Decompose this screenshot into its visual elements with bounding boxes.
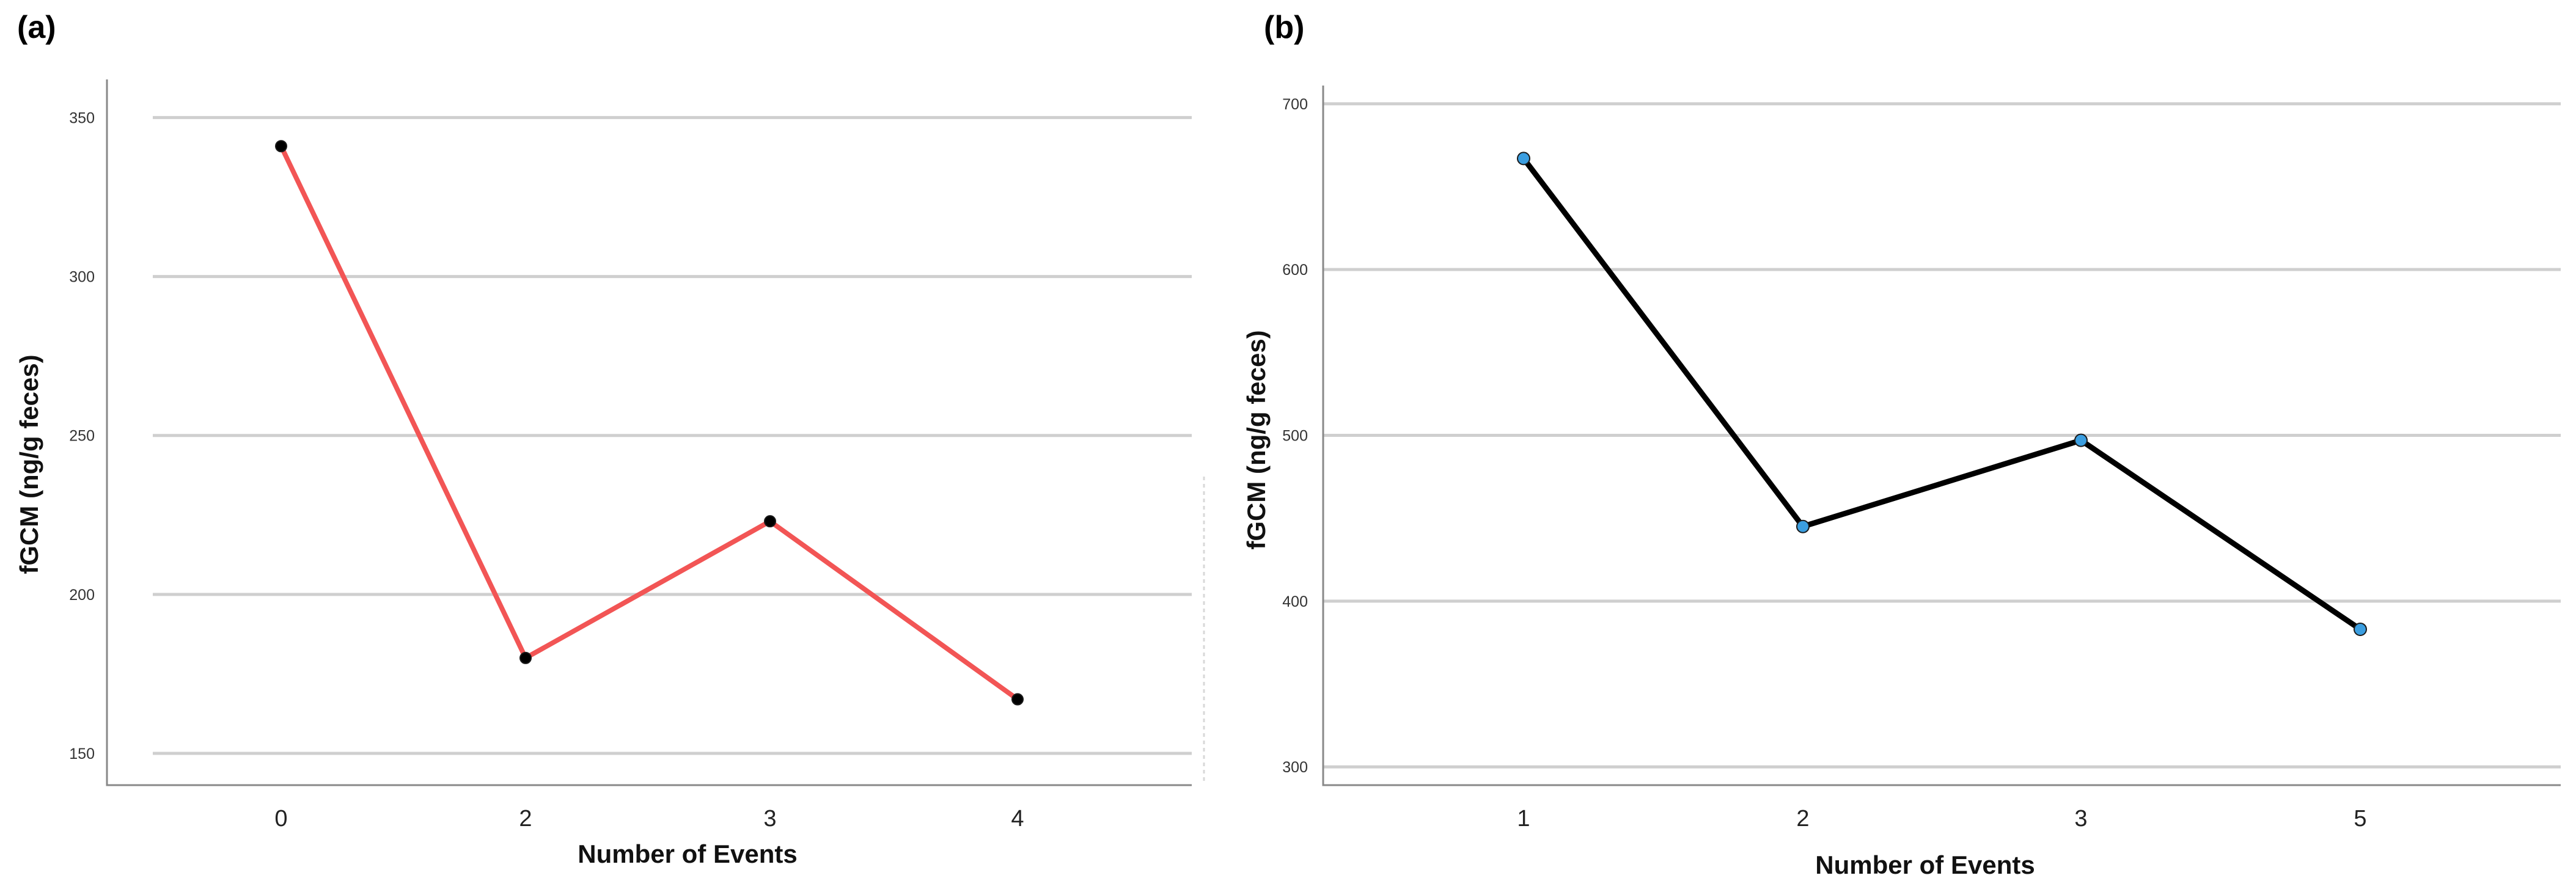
y-tick-label-a-3: 300 [69,269,95,286]
data-point-b-3 [2354,622,2367,636]
axes-a [106,79,1205,786]
gridlines-a [153,115,1192,755]
data-point-b-1 [1796,519,1810,533]
y-tick-label-b-3: 600 [1282,262,1308,279]
x-tick-label-a-1: 2 [519,806,532,832]
series-b [1517,152,2367,636]
series-line-b [1521,155,2363,632]
x-axis-title-b: Number of Events [1815,851,2035,879]
y-tick-label-a-1: 200 [69,587,95,604]
data-point-b-0 [1517,152,1530,166]
x-tick-label-b-0: 1 [1517,806,1530,832]
y-tick-label-a-0: 150 [69,745,95,763]
panel-label-a: (a) [17,10,56,45]
axes-b [1322,86,2561,786]
y-tick-label-b-4: 700 [1282,96,1308,113]
x-axis-title-a: Number of Events [578,840,797,868]
series-a [275,140,1024,706]
x-tick-label-a-0: 0 [274,806,287,832]
axis-lines-a [106,79,1192,786]
y-axis-title-a: fGCM (ng/g feces) [15,354,43,574]
data-point-a-1 [519,651,532,664]
x-tick-label-a-2: 3 [763,806,776,832]
y-tick-label-b-1: 400 [1282,593,1308,610]
y-tick-labels-b: 300 400 500 600 700 [1282,96,1308,776]
x-tick-labels-a: 0 2 3 4 [274,806,1024,832]
x-tick-label-b-2: 3 [2074,806,2087,832]
gridlines-b [1323,102,2561,769]
chart-panel-a: (a) 150 200 250 300 350 0 2 3 4 Number of Event… [15,10,1205,868]
x-tick-label-b-3: 5 [2354,806,2366,832]
panel-label-b: (b) [1264,10,1304,45]
data-point-b-2 [2074,433,2088,447]
y-tick-labels-a: 150 200 250 300 350 [69,109,95,763]
data-point-a-2 [764,515,776,528]
y-tick-label-b-2: 500 [1282,428,1308,445]
y-tick-label-a-4: 350 [69,109,95,126]
y-tick-label-b-0: 300 [1282,759,1308,776]
y-axis-title-b: fGCM (ng/g feces) [1242,330,1271,549]
x-tick-label-a-3: 4 [1011,806,1024,832]
axis-lines-b [1322,86,2561,786]
series-line-a [279,144,1020,702]
y-tick-label-a-2: 250 [69,428,95,445]
x-tick-label-b-1: 2 [1796,806,1809,832]
chart-panel-b: (b) 300 400 500 600 700 1 2 3 5 Number of Event… [1242,10,2561,879]
data-point-a-3 [1011,693,1024,706]
x-tick-labels-b: 1 2 3 5 [1517,806,2366,832]
data-point-a-0 [275,140,287,153]
